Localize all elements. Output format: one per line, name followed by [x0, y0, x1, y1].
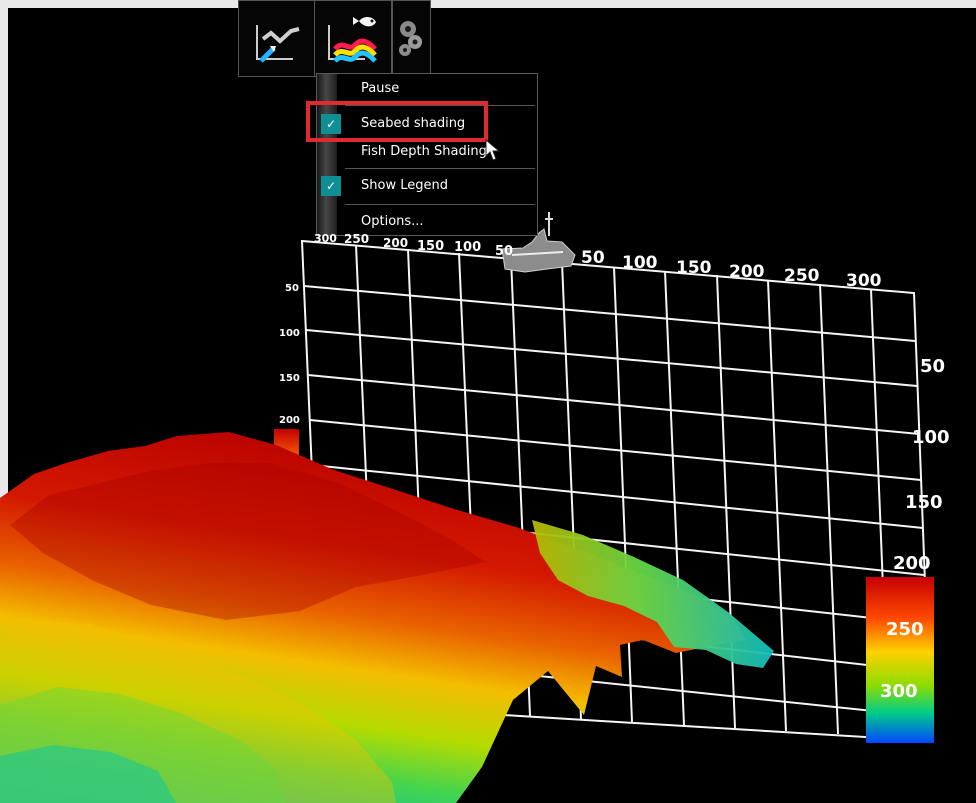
top-axis-tick: 50: [581, 248, 605, 268]
legend-tick: 250: [886, 619, 924, 640]
window-left-border: [0, 0, 8, 803]
settings-button[interactable]: [392, 0, 431, 77]
fish-shading-button[interactable]: [314, 0, 392, 77]
top-axis-tick: 50: [495, 244, 514, 259]
top-axis-tick: 250: [784, 266, 820, 286]
menu-item-fish-depth-shading[interactable]: Fish Depth Shading: [317, 137, 537, 167]
right-axis-tick: 150: [905, 492, 943, 513]
depth-trace-button[interactable]: [238, 0, 315, 77]
left-axis-tick: 100: [279, 328, 300, 339]
fish-color-chart-icon: [328, 16, 377, 63]
toolbar: [238, 0, 431, 77]
context-menu: Pause ✓ Seabed shading Fish Depth Shadin…: [316, 73, 538, 236]
menu-separator: [345, 168, 535, 169]
menu-item-seabed-shading[interactable]: ✓ Seabed shading: [317, 109, 537, 139]
line-chart-cursor-icon: [256, 25, 300, 63]
window-top-border: [0, 0, 976, 8]
left-axis-tick: 50: [285, 283, 299, 294]
gear-icon: [399, 21, 422, 56]
vessel-icon: [501, 212, 576, 273]
top-axis-tick: 200: [729, 262, 765, 282]
left-axis-tick: 200: [279, 415, 300, 426]
top-axis-tick: 150: [676, 258, 712, 278]
depth-color-legend: [866, 577, 934, 743]
top-axis-tick: 100: [454, 240, 482, 255]
right-axis-tick: 100: [912, 427, 950, 448]
legend-tick: 300: [880, 681, 918, 702]
top-axis-tick: 100: [622, 253, 658, 273]
checkmark-icon: ✓: [321, 114, 341, 134]
menu-item-label: Seabed shading: [361, 116, 466, 131]
menu-item-label: Show Legend: [361, 178, 448, 193]
seabed-surface: [0, 432, 774, 803]
checkmark-icon: ✓: [321, 176, 341, 196]
menu-separator: [345, 105, 535, 106]
right-axis-tick: 50: [920, 356, 946, 377]
top-axis-tick: 200: [383, 236, 409, 250]
top-axis-tick: 300: [314, 232, 337, 245]
mouse-cursor-icon: [485, 139, 501, 161]
menu-item-pause[interactable]: Pause: [317, 74, 537, 104]
menu-item-label: Pause: [361, 81, 400, 96]
left-axis-tick: 150: [279, 373, 300, 384]
menu-separator: [345, 204, 535, 205]
top-axis-tick: 250: [344, 232, 370, 246]
menu-item-show-legend[interactable]: ✓ Show Legend: [317, 171, 537, 201]
right-axis-tick: 200: [893, 553, 931, 574]
menu-item-label: Fish Depth Shading: [361, 144, 487, 159]
top-axis-tick: 300: [846, 271, 882, 291]
menu-item-options[interactable]: Options...: [317, 207, 537, 237]
menu-item-label: Options...: [361, 214, 424, 229]
seabed-shading-highlight: [306, 101, 488, 142]
top-axis-tick: 150: [417, 239, 445, 254]
